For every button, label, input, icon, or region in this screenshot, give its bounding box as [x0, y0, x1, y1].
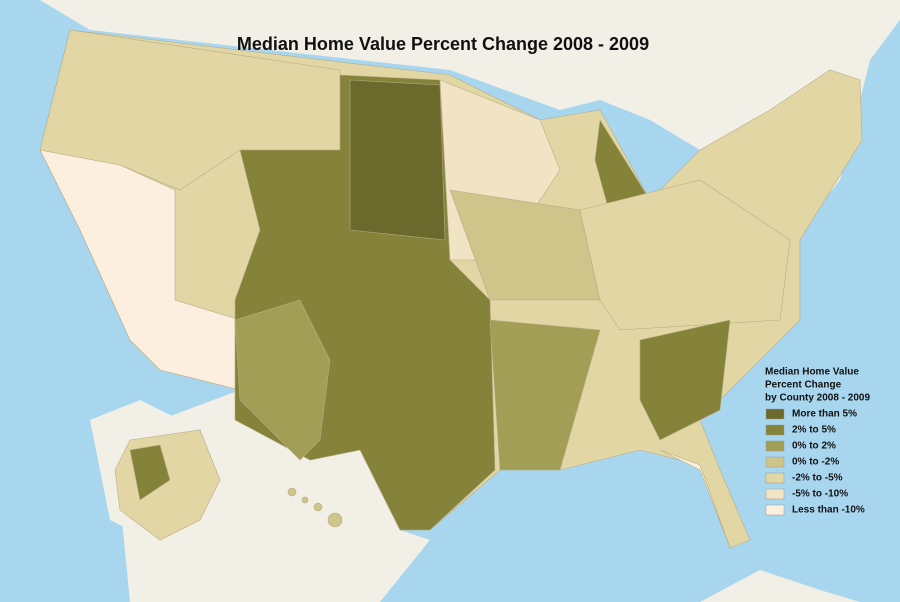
legend-label: -5% to -10%	[792, 489, 848, 500]
map-title: Median Home Value Percent Change 2008 - …	[237, 34, 649, 54]
alaska-region	[129, 444, 171, 501]
legend-label: 0% to 2%	[792, 441, 836, 452]
region-east	[579, 179, 791, 331]
region-georgia-carolina	[639, 319, 731, 441]
region-dakotas	[349, 79, 446, 241]
legend-label: More than 5%	[792, 409, 857, 420]
legend-swatch	[765, 504, 785, 516]
legend-swatch	[765, 488, 785, 500]
hawaii-island	[313, 502, 323, 512]
hawaii-island	[287, 487, 297, 497]
legend-label: Less than -10%	[792, 505, 865, 516]
legend-swatch	[765, 472, 785, 484]
canada	[0, 0, 900, 230]
legend-label: 2% to 5%	[792, 425, 836, 436]
legend-title: Percent Change	[765, 380, 842, 391]
hawaii-island	[301, 496, 309, 504]
legend-swatch	[765, 440, 785, 452]
caribbean	[700, 570, 860, 602]
legend-label: -2% to -5%	[792, 473, 843, 484]
legend-swatch	[765, 408, 785, 420]
hawaii	[287, 487, 343, 528]
legend: Median Home Value Percent Change by County…	[765, 367, 870, 516]
region-texas-west	[234, 299, 331, 461]
legend-swatch	[765, 456, 785, 468]
legend-title: by County 2008 - 2009	[765, 393, 870, 404]
region-florida	[659, 449, 731, 549]
legend-label: 0% to -2%	[792, 457, 839, 468]
legend-swatch	[765, 424, 785, 436]
hawaii-island	[327, 512, 343, 528]
legend-title: Median Home Value	[765, 367, 859, 378]
region-arkansas	[489, 319, 601, 471]
